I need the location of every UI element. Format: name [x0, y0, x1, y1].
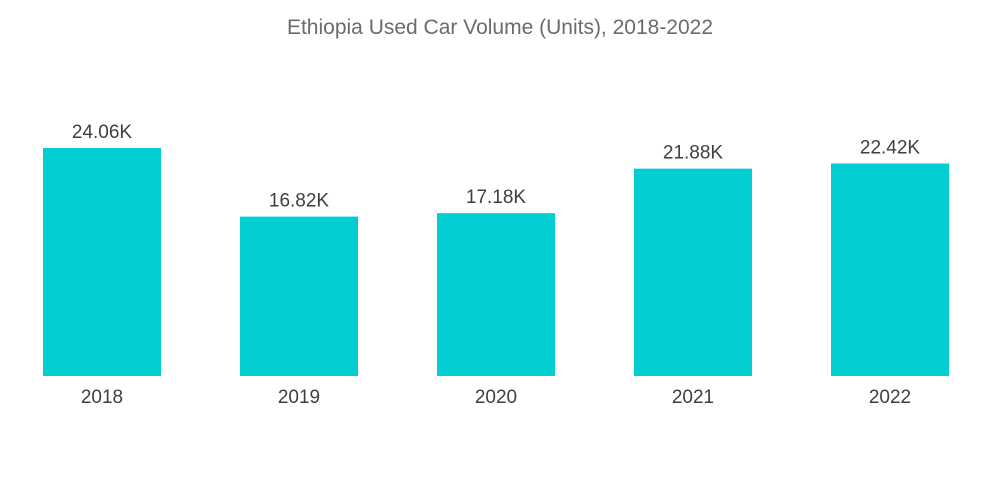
- bar-2022: [831, 163, 949, 376]
- bar-2020: [437, 213, 555, 376]
- x-tick-label-2018: 2018: [81, 387, 123, 408]
- value-labels-group: 24.06K 16.82K 17.18K 21.88K 22.42K: [72, 122, 921, 212]
- bar-2021: [634, 168, 752, 376]
- bars-group: [43, 148, 949, 376]
- bar-value-label-2019: 16.82K: [269, 191, 330, 212]
- bar-value-label-2022: 22.42K: [860, 138, 921, 159]
- x-tick-label-2020: 2020: [475, 387, 517, 408]
- bar-value-label-2018: 24.06K: [72, 122, 133, 143]
- bar-2018: [43, 148, 161, 376]
- x-tick-label-2021: 2021: [672, 387, 714, 408]
- bar-value-label-2021: 21.88K: [663, 143, 724, 164]
- bar-2019: [240, 216, 358, 376]
- x-axis-ticks: 2018 2019 2020 2021 2022: [81, 387, 911, 408]
- bar-value-label-2020: 17.18K: [466, 187, 527, 208]
- x-tick-label-2019: 2019: [278, 387, 320, 408]
- x-tick-label-2022: 2022: [869, 387, 911, 408]
- chart-title: Ethiopia Used Car Volume (Units), 2018-2…: [286, 16, 714, 39]
